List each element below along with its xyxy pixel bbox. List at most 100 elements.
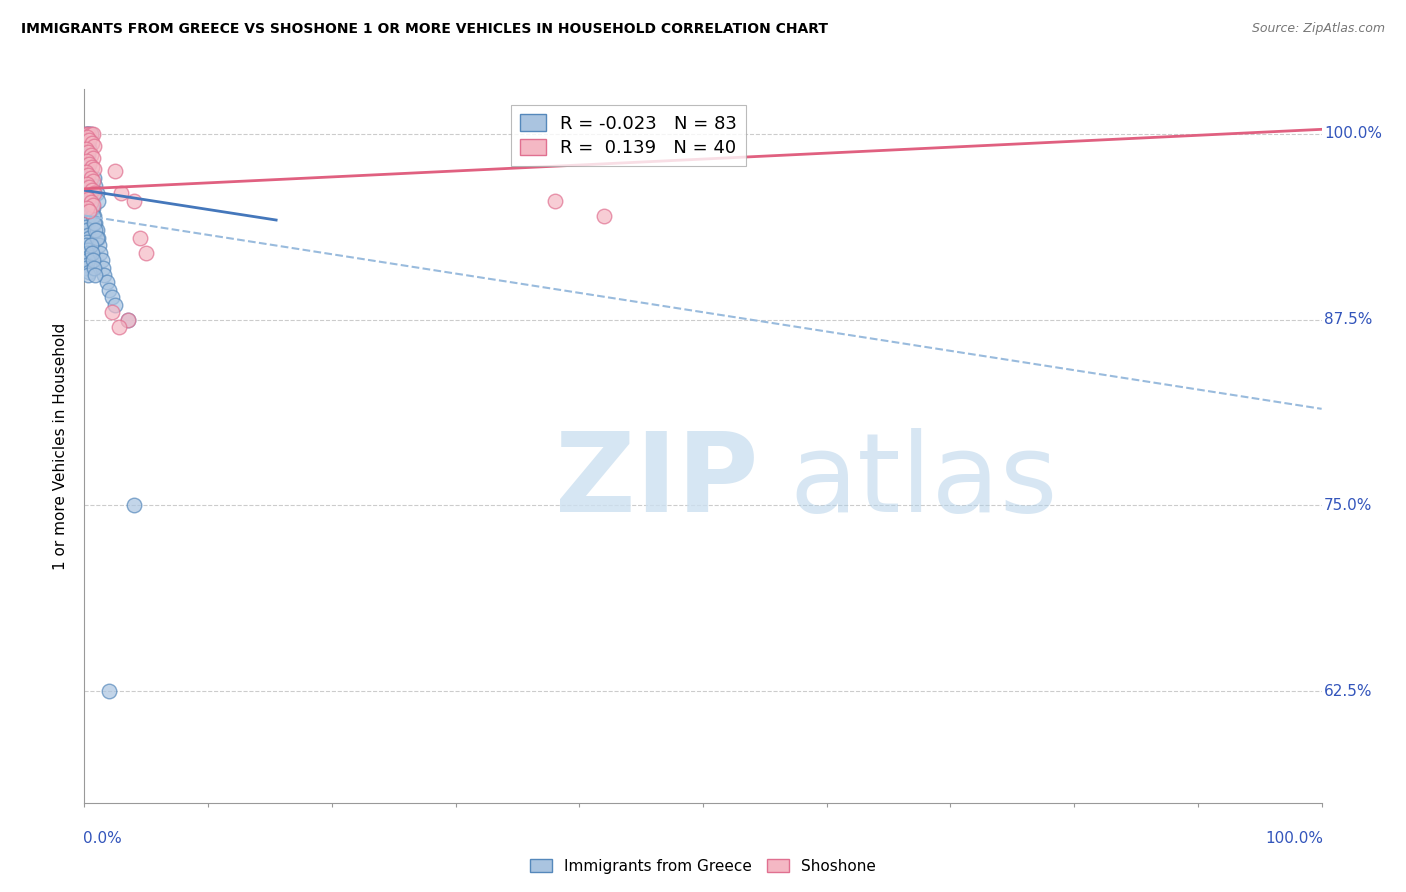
Point [93,268,115,282]
Point [80,136,103,150]
Point [82,201,104,215]
Point [117,312,139,326]
Point [79,186,101,201]
Point [79,127,101,141]
Point [135,245,157,260]
Point [76,245,98,260]
Point [86,186,108,201]
Point [79,133,101,147]
Point [76,223,98,237]
Point [76,153,98,168]
Point [77,145,100,159]
Point [75,127,97,141]
Text: ZIP: ZIP [554,428,758,535]
Point [82,151,104,165]
Point [75,220,97,235]
Point [77,153,100,168]
Text: 100.0%: 100.0% [1324,127,1382,141]
Point [122,499,145,513]
Point [77,216,100,230]
Point [83,171,105,186]
Point [100,305,122,319]
Point [79,209,101,223]
Point [83,186,105,201]
Point [80,183,103,197]
Point [104,164,127,178]
Point [110,186,132,201]
Point [82,253,104,268]
Point [75,127,97,141]
Point [89,238,111,252]
Point [79,142,101,156]
Text: 100.0%: 100.0% [1265,831,1323,847]
Point [122,194,145,208]
Point [79,156,101,170]
Point [75,149,97,163]
Text: 62.5%: 62.5% [1324,684,1372,698]
Point [84,223,107,237]
Point [543,194,565,208]
Point [76,235,98,250]
Point [76,131,98,145]
Point [83,138,105,153]
Point [117,312,139,326]
Point [96,276,118,290]
Point [76,258,98,272]
Point [100,290,122,304]
Point [77,129,100,144]
Point [89,245,111,260]
Point [79,231,101,245]
Point [79,194,101,208]
Point [86,231,108,245]
Point [84,268,107,282]
Point [80,245,103,260]
Point [79,204,101,219]
Y-axis label: 1 or more Vehicles in Household: 1 or more Vehicles in Household [53,322,69,570]
Point [75,189,97,203]
Text: 75.0%: 75.0% [1324,498,1372,513]
Point [77,253,100,268]
Point [75,205,97,219]
Point [77,243,100,257]
Point [77,227,100,242]
Point [76,129,98,144]
Point [77,268,100,282]
Point [76,178,98,192]
Point [98,684,121,698]
Point [104,298,127,312]
Point [80,194,103,208]
Point [77,127,100,141]
Point [76,201,98,215]
Point [79,147,101,161]
Point [129,231,152,245]
Point [76,160,98,174]
Point [79,127,101,141]
Point [80,201,103,215]
Point [79,180,101,194]
Point [76,213,98,227]
Point [84,216,107,230]
Point [91,260,114,275]
Point [79,250,101,264]
Point [77,127,100,141]
Text: atlas: atlas [790,428,1059,535]
Point [77,140,100,154]
Point [79,238,101,252]
Point [75,134,97,148]
Point [77,191,100,205]
Point [87,231,110,245]
Point [79,176,101,190]
Point [75,165,97,179]
Point [83,209,105,223]
Point [77,167,100,181]
Text: IMMIGRANTS FROM GREECE VS SHOSHONE 1 OR MORE VEHICLES IN HOUSEHOLD CORRELATION C: IMMIGRANTS FROM GREECE VS SHOSHONE 1 OR … [21,22,828,37]
Point [593,209,616,223]
Point [79,265,101,279]
Point [77,147,100,161]
Point [75,138,97,153]
Point [90,253,112,268]
Point [75,164,97,178]
Point [75,260,97,275]
Point [79,133,101,147]
Point [76,171,98,186]
